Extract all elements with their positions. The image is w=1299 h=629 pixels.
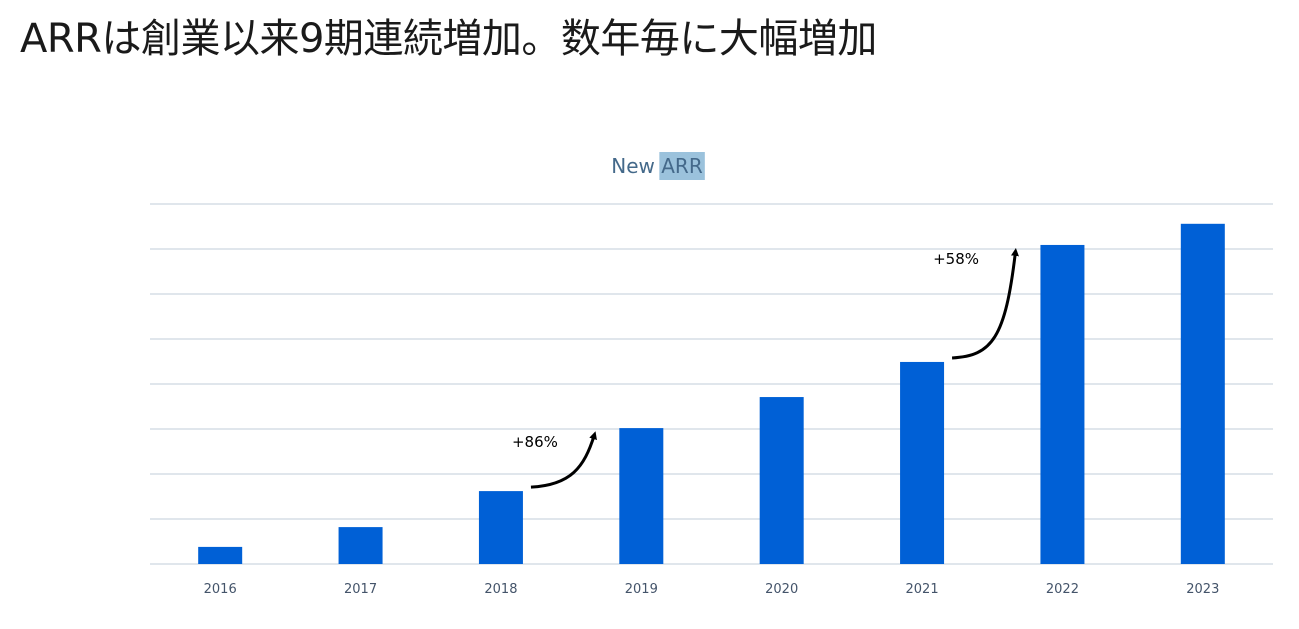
chart-title-text: New (611, 154, 661, 178)
growth-label: +58% (933, 250, 979, 268)
x-tick-label: 2017 (344, 582, 377, 597)
x-tick-label: 2018 (484, 582, 517, 597)
bar-2022 (1040, 244, 1085, 564)
x-tick-label: 2020 (765, 582, 798, 597)
bar-2023 (1180, 223, 1225, 565)
growth-arrow-icon (530, 431, 597, 489)
chart-title-highlight: ARR (661, 154, 703, 178)
x-tick-label: 2022 (1046, 582, 1079, 597)
bar-2018 (478, 491, 523, 564)
bar-2021 (900, 361, 945, 564)
bar-2020 (759, 397, 804, 564)
chart-title: New ARR (611, 154, 703, 178)
x-tick-label: 2019 (625, 582, 658, 597)
growth-arrow-icon (951, 247, 1019, 360)
bar-2017 (338, 527, 383, 564)
bar-2016 (198, 546, 243, 564)
growth-label: +86% (512, 433, 558, 451)
x-tick-label: 2021 (906, 582, 939, 597)
x-tick-label: 2023 (1186, 582, 1219, 597)
page-headline: ARRは創業以来9期連続増加。数年毎に大幅増加 (20, 16, 877, 62)
title-highlight-box (659, 152, 705, 180)
bar-2019 (619, 428, 664, 564)
x-tick-label: 2016 (204, 582, 237, 597)
